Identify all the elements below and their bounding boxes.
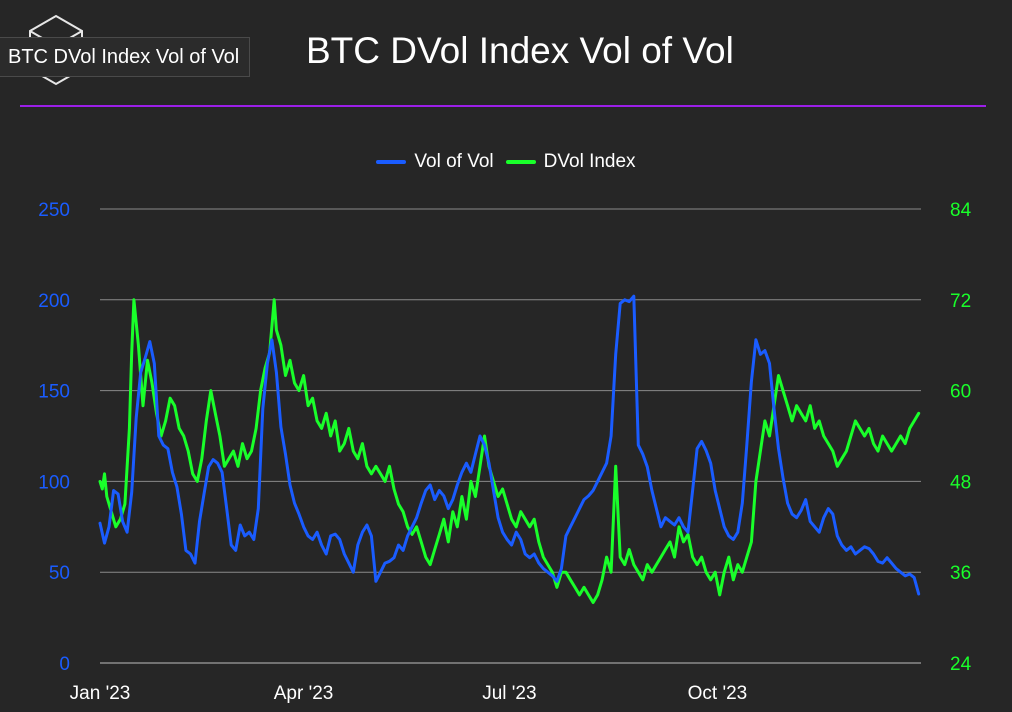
series-lines (98, 294, 921, 604)
title-divider (20, 105, 986, 107)
x-tick-label: Jan '23 (70, 683, 131, 704)
page-title: BTC DVol Index Vol of Vol (306, 30, 734, 71)
y-left-tick-label: 150 (38, 382, 70, 403)
y-left-tick-label: 0 (59, 654, 70, 675)
y-left-tick-label: 50 (49, 563, 70, 584)
y-axis-right: 24 36 48 60 72 84 (950, 200, 972, 675)
legend-label-vol-of-vol: Vol of Vol (414, 151, 494, 172)
x-axis: Jan '23 Apr '23 Jul '23 Oct '23 (70, 683, 748, 704)
series-line-dvol-index[interactable] (98, 298, 921, 604)
y-right-tick-label: 48 (950, 472, 971, 493)
y-left-tick-label: 250 (38, 200, 70, 221)
chart-legend[interactable]: Vol of Vol DVol Index (0, 151, 1012, 173)
legend-item-vol-of-vol[interactable]: Vol of Vol (376, 151, 494, 173)
y-right-tick-label: 60 (950, 382, 971, 403)
y-right-tick-label: 36 (950, 563, 971, 584)
legend-swatch-vol-of-vol (376, 160, 407, 164)
title-tooltip: BTC DVol Index Vol of Vol (0, 37, 251, 77)
y-left-tick-label: 100 (38, 472, 70, 493)
y-left-tick-label: 200 (38, 291, 70, 312)
y-axis-left: 0 50 100 150 200 250 (38, 200, 70, 675)
grid-lines (100, 208, 921, 664)
x-tick-label: Oct '23 (688, 683, 748, 704)
y-right-tick-label: 24 (950, 654, 972, 675)
y-right-tick-label: 72 (950, 291, 971, 312)
y-right-tick-label: 84 (950, 200, 972, 221)
legend-swatch-dvol-index (505, 160, 536, 164)
legend-label-dvol-index: DVol Index (543, 151, 636, 172)
tooltip-text: BTC DVol Index Vol of Vol (8, 45, 240, 68)
series-line-vol-of-vol[interactable] (98, 294, 921, 596)
x-tick-label: Apr '23 (274, 683, 334, 704)
x-tick-label: Jul '23 (482, 683, 536, 704)
legend-item-dvol-index[interactable]: DVol Index (505, 151, 636, 173)
